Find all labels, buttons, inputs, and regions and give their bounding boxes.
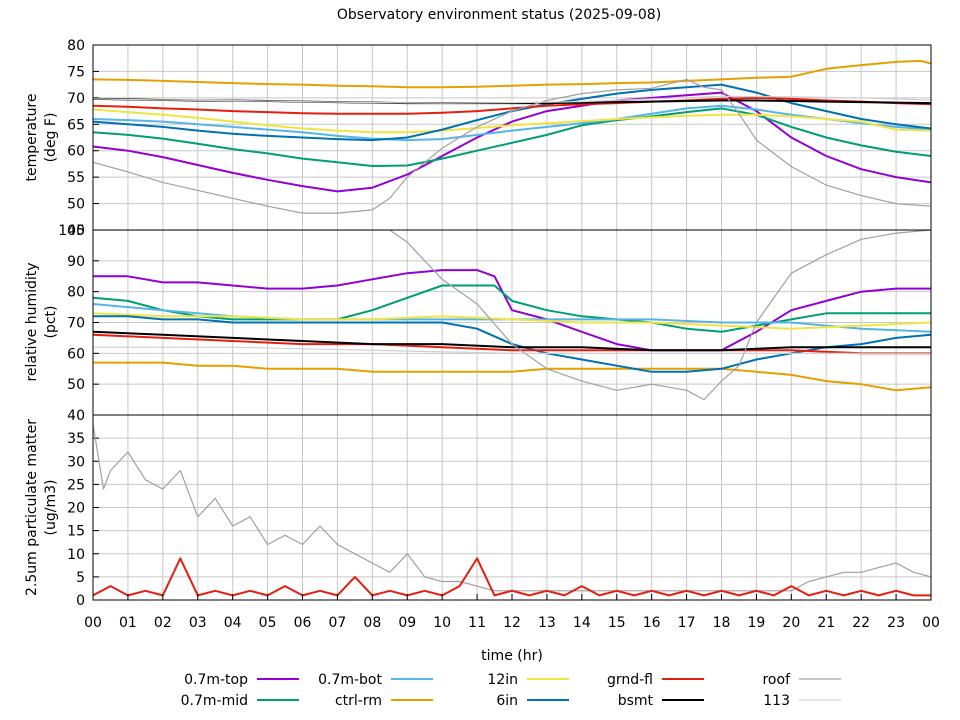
- pm25-ytick-label: 5: [76, 570, 85, 586]
- legend-label-113: 113: [763, 693, 790, 709]
- temperature-ytick-label: 60: [67, 144, 85, 160]
- temperature-ytick-label: 55: [67, 170, 85, 186]
- legend-label-6in: 6in: [496, 693, 518, 709]
- chart-title: Observatory environment status (2025-09-…: [337, 7, 661, 23]
- temperature-series-0.7m-top: [93, 91, 931, 193]
- humidity-series-12in: [93, 312, 931, 330]
- temperature-ytick-label: 65: [67, 117, 85, 133]
- x-tick-label: 11: [468, 615, 486, 631]
- x-tick-label: 01: [119, 615, 137, 631]
- legend-label-roof: roof: [762, 672, 791, 688]
- panel-pm25: 2.5um particulate matter (ug/m3) 0 5 10 15 2…: [24, 414, 932, 609]
- temperature-series-0.7m-mid: [93, 107, 931, 167]
- x-tick-label: 19: [748, 615, 766, 631]
- x-tick-label: 17: [678, 615, 696, 631]
- temperature-series-113: [93, 95, 931, 104]
- temperature-ytick-label: 50: [67, 197, 85, 213]
- x-tick-label: 00: [84, 615, 102, 631]
- temperature-series-group: [93, 59, 931, 214]
- humidity-ylabel-2: (pct): [43, 306, 59, 339]
- humidity-series-grnd-fl: [93, 333, 931, 355]
- humidity-series-bsmt: [93, 330, 931, 352]
- temperature-ytick-label: 70: [67, 91, 85, 107]
- legend-label-ctrl-rm: ctrl-rm: [335, 693, 382, 709]
- x-tick-label: 20: [782, 615, 800, 631]
- x-tick-label: 12: [503, 615, 521, 631]
- temperature-ytick-label: 80: [67, 38, 85, 54]
- pm25-ytick-label: 15: [67, 524, 85, 540]
- x-axis: 00 01 02 03 04 05 06 07 08 09 10 11 12 13 14 15 16 17 18 19…: [84, 594, 940, 631]
- humidity-series-roof: [93, 230, 931, 401]
- x-tick-label: 21: [817, 615, 835, 631]
- x-axis-label: time (hr): [481, 648, 543, 664]
- legend-label-0.7m-mid: 0.7m-mid: [181, 693, 248, 709]
- pm25-ytick-label: 10: [67, 547, 85, 563]
- humidity-series-ctrl-rm: [93, 361, 931, 392]
- temperature-series-ctrl-rm: [93, 59, 931, 89]
- temperature-series-grnd-fl: [93, 96, 931, 115]
- legend-label-0.7m-bot: 0.7m-bot: [318, 672, 382, 688]
- temperature-ytick-label: 45: [67, 223, 85, 239]
- x-tick-label: 13: [538, 615, 556, 631]
- humidity-ytick-label: 50: [67, 377, 85, 393]
- pm25-ytick-label: 20: [67, 501, 85, 517]
- pm25-ytick-label: 0: [76, 593, 85, 609]
- humidity-ytick-label: 70: [67, 316, 85, 332]
- pm25-ytick-label: 30: [67, 454, 85, 470]
- temperature-ytick-label: 75: [67, 64, 85, 80]
- x-tick-label: 08: [363, 615, 381, 631]
- humidity-ytick-label: 90: [67, 254, 85, 270]
- pm25-ytick-label: 25: [67, 477, 85, 493]
- humidity-ytick-label: 40: [67, 408, 85, 424]
- temperature-series-0.7m-bot: [93, 104, 931, 142]
- x-tick-label: 05: [259, 615, 277, 631]
- x-tick-label: 09: [398, 615, 416, 631]
- humidity-ylabel-1: relative humidity: [24, 262, 40, 381]
- humidity-ytick-label: 80: [67, 285, 85, 301]
- x-tick-label: 18: [713, 615, 731, 631]
- humidity-ytick-label: 100: [58, 223, 85, 239]
- humidity-series-0.7m-mid: [93, 284, 931, 333]
- x-tick-label: 15: [608, 615, 626, 631]
- x-tick-label: 00: [922, 615, 940, 631]
- x-tick-label: 23: [887, 615, 905, 631]
- legend: 0.7m-top 0.7m-bot 12in grnd-fl roof 0.7m-mid c…: [181, 672, 841, 709]
- legend-label-12in: 12in: [487, 672, 518, 688]
- temperature-series-roof: [93, 78, 931, 214]
- pm25-ylabel-2: (ug/m3): [43, 480, 59, 536]
- pm25-ytick-label: 35: [67, 431, 85, 447]
- x-tick-label: 07: [329, 615, 347, 631]
- panel-temperature: temperature (deg F) 45 50 55 60 65 70 75 80: [24, 38, 932, 239]
- x-tick-label: 03: [189, 615, 207, 631]
- legend-label-bsmt: bsmt: [618, 693, 654, 709]
- legend-label-grnd-fl: grnd-fl: [607, 672, 653, 688]
- temperature-ylabel-1: temperature: [24, 94, 40, 182]
- x-tick-label: 02: [154, 615, 172, 631]
- x-tick-label: 06: [294, 615, 312, 631]
- x-tick-label: 04: [224, 615, 242, 631]
- x-tick-label: 10: [433, 615, 451, 631]
- x-tick-label: 16: [643, 615, 661, 631]
- panel-humidity: relative humidity (pct) 40 50 60 70 80 90 100: [24, 223, 932, 424]
- legend-label-0.7m-top: 0.7m-top: [184, 672, 248, 688]
- humidity-ytick-label: 60: [67, 346, 85, 362]
- pm25-ylabel-1: 2.5um particulate matter: [24, 419, 40, 596]
- x-tick-label: 22: [852, 615, 870, 631]
- pm25-series-roof: [93, 424, 931, 592]
- x-tick-label: 14: [573, 615, 591, 631]
- temperature-ylabel-2: (deg F): [43, 113, 59, 163]
- temperature-series-12in: [93, 108, 931, 134]
- humidity-series-group: [93, 230, 931, 401]
- humidity-series-113: [93, 346, 931, 354]
